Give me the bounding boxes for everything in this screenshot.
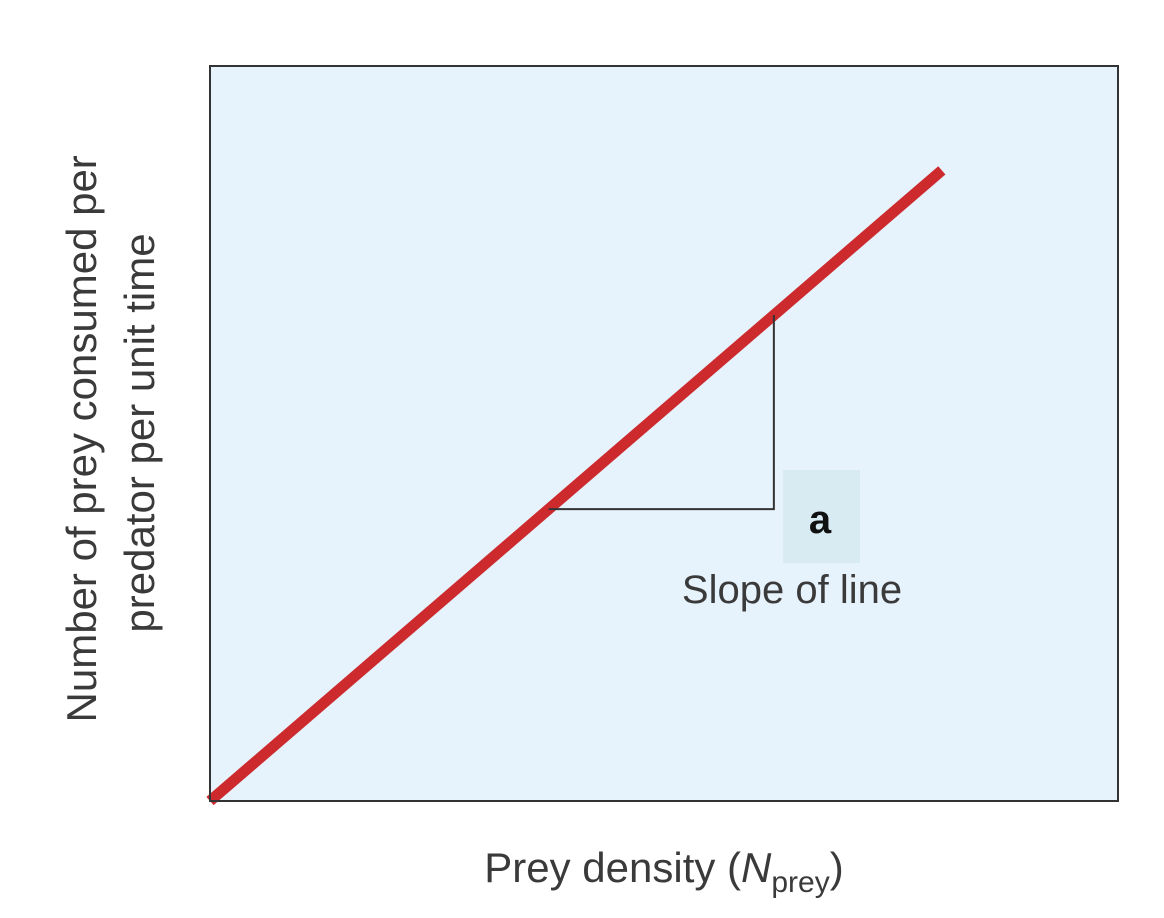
slope-label: Slope of line [682, 568, 902, 612]
x-axis-label-variable: N [741, 844, 772, 891]
slope-symbol: a [809, 498, 832, 542]
x-axis-label-close: ) [830, 844, 844, 891]
data-series-line [206, 166, 946, 806]
y-axis-label-line2: predator per unit time [116, 233, 163, 632]
slope-triangle [548, 315, 775, 511]
x-axis-label-text: Prey density ( [484, 844, 741, 891]
y-axis-label-line1: Number of prey consumed per [58, 155, 105, 722]
slope-symbol-background [783, 470, 860, 563]
y-axis-label: Number of prey consumed per predator per… [58, 144, 163, 723]
x-axis-label: Prey density (Nprey) [484, 844, 843, 899]
x-axis-label-subscript: prey [771, 866, 829, 899]
plot-area [210, 66, 1118, 801]
plot-frame [209, 65, 1119, 802]
